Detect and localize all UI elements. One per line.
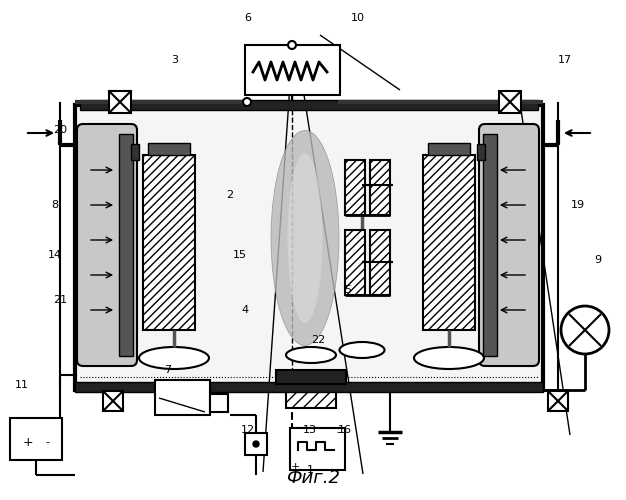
Bar: [143, 155, 195, 330]
Text: 22: 22: [311, 335, 325, 345]
Text: 3: 3: [172, 55, 178, 65]
Text: 4: 4: [242, 305, 249, 315]
Circle shape: [243, 98, 251, 106]
Bar: [245, 433, 267, 455]
Text: 19: 19: [571, 200, 585, 210]
Text: 13: 13: [303, 425, 317, 435]
Text: 15: 15: [233, 250, 247, 260]
Ellipse shape: [414, 347, 484, 369]
Text: 5: 5: [344, 285, 352, 295]
Bar: [155, 380, 210, 415]
Bar: [286, 382, 336, 408]
Text: 8: 8: [51, 200, 59, 210]
Bar: [345, 160, 365, 215]
FancyBboxPatch shape: [479, 124, 539, 366]
Ellipse shape: [286, 347, 336, 363]
Bar: [75, 382, 543, 392]
Ellipse shape: [339, 342, 384, 358]
Text: 20: 20: [53, 125, 67, 135]
Circle shape: [561, 306, 609, 354]
Bar: [10, 418, 62, 460]
Bar: [477, 144, 485, 160]
Text: 17: 17: [558, 55, 572, 65]
Bar: [370, 160, 390, 215]
Bar: [119, 134, 133, 356]
Text: 14: 14: [48, 250, 62, 260]
Bar: [483, 134, 497, 356]
Text: +: +: [23, 436, 33, 448]
Bar: [80, 100, 538, 110]
Text: +: +: [290, 462, 300, 472]
Bar: [109, 91, 131, 113]
Bar: [245, 45, 340, 95]
Bar: [148, 143, 190, 155]
Text: 10: 10: [351, 13, 365, 23]
Text: 16: 16: [338, 425, 352, 435]
Bar: [423, 155, 475, 330]
Ellipse shape: [271, 130, 339, 346]
Bar: [428, 143, 470, 155]
Circle shape: [288, 41, 296, 49]
Text: 9: 9: [595, 255, 602, 265]
Ellipse shape: [287, 153, 322, 323]
Text: 1: 1: [307, 465, 314, 475]
Bar: [345, 230, 365, 295]
Bar: [210, 394, 228, 412]
Text: -: -: [45, 437, 49, 447]
Bar: [276, 370, 346, 384]
Text: -: -: [336, 427, 340, 437]
Circle shape: [253, 441, 259, 447]
Text: 7: 7: [165, 365, 172, 375]
Text: 11: 11: [15, 380, 29, 390]
Bar: [75, 105, 543, 390]
Bar: [499, 91, 521, 113]
Bar: [290, 428, 345, 470]
Bar: [548, 391, 568, 411]
Bar: [370, 230, 390, 295]
Text: 12: 12: [241, 425, 255, 435]
Bar: [103, 391, 123, 411]
Text: 2: 2: [227, 190, 233, 200]
Text: 21: 21: [53, 295, 67, 305]
FancyBboxPatch shape: [77, 124, 137, 366]
Bar: [131, 144, 139, 160]
Text: 6: 6: [245, 13, 252, 23]
Text: Фиг.2: Фиг.2: [286, 469, 340, 487]
Ellipse shape: [139, 347, 209, 369]
